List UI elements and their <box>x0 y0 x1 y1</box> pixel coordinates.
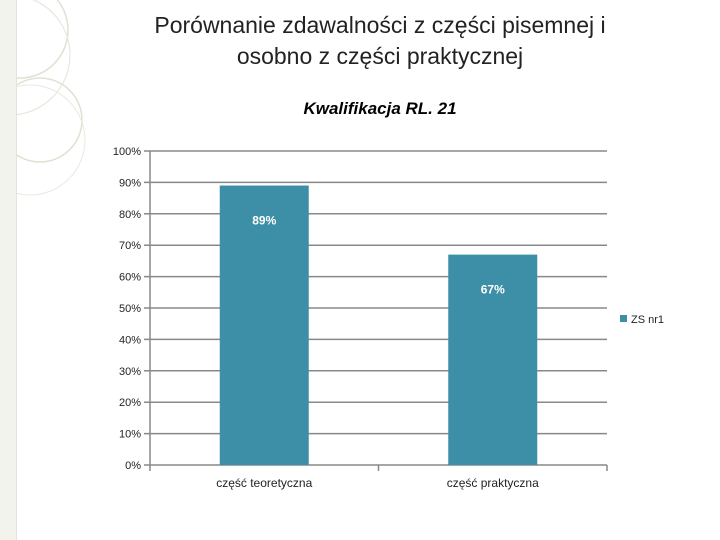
slide-left-strip <box>0 0 17 540</box>
y-tick-label: 100% <box>113 146 141 158</box>
slide-title: Porównanie zdawalności z części pisemnej… <box>100 10 660 72</box>
y-tick-label: 0% <box>125 460 141 472</box>
y-tick-label: 10% <box>119 429 141 441</box>
slide-title-line-1: Porównanie zdawalności z części pisemnej… <box>154 12 606 38</box>
y-tick-label: 60% <box>119 272 141 284</box>
legend-swatch <box>620 315 627 322</box>
bar <box>219 185 309 466</box>
y-tick-label: 30% <box>119 366 141 378</box>
data-label: 89% <box>252 214 276 228</box>
y-tick-label: 20% <box>119 397 141 409</box>
chart-title: Kwalifikacja RL. 21 <box>303 99 457 118</box>
slide-decoration <box>0 0 90 540</box>
bar <box>448 254 538 465</box>
data-label: 67% <box>481 283 505 297</box>
slide-title-line-2: osobno z części praktycznej <box>236 43 524 69</box>
category-label: część teoretyczna <box>216 476 312 490</box>
category-label: część praktyczna <box>447 476 539 490</box>
y-tick-label: 90% <box>119 177 141 189</box>
y-tick-label: 80% <box>119 209 141 221</box>
y-tick-label: 50% <box>119 303 141 315</box>
legend-label: ZS nr1 <box>631 314 664 326</box>
y-tick-label: 70% <box>119 240 141 252</box>
y-tick-label: 40% <box>119 334 141 346</box>
